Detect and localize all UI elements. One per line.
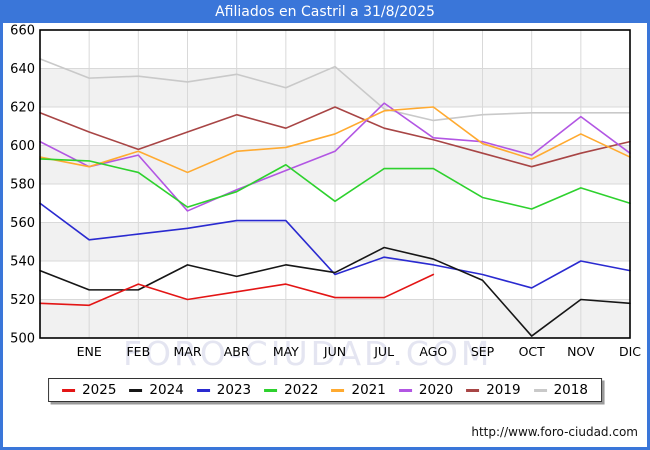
legend-label-2018: 2018 [553,382,588,398]
plot-border [39,29,631,339]
legend-swatch-2020 [398,388,412,392]
legend-swatch-2025 [62,388,76,392]
series-line-2021 [39,106,631,174]
legend-item-2020: 2020 [398,382,454,398]
legend-label-2019: 2019 [486,382,521,398]
x-axis-label: MAY [273,344,299,359]
y-axis-label: 560 [10,216,35,231]
legend-label-2024: 2024 [149,382,184,398]
x-axis-label: AGO [419,344,447,359]
legend-item-2023: 2023 [196,382,252,398]
series-line-2022 [39,158,631,210]
x-axis-label: ENE [77,344,102,359]
x-axis-label: JUL [373,344,394,359]
series-line-2025 [39,273,435,307]
watermark: FORO-CIUDAD.COM [123,334,493,373]
legend-label-2022: 2022 [284,382,319,398]
x-axis-label: ABR [224,344,250,359]
legend-label-2020: 2020 [418,382,454,398]
legend-swatch-2022 [264,388,278,392]
legend-item-2019: 2019 [466,382,521,398]
y-axis-label: 620 [10,101,35,116]
title-bar: Afiliados en Castril a 31/8/2025 [0,0,650,23]
x-axis-label: FEB [126,344,150,359]
x-axis-label: SEP [471,344,495,359]
y-axis-label: 580 [10,178,35,193]
legend-swatch-2018 [533,388,547,392]
legend-label-2021: 2021 [351,382,386,398]
x-axis-label: MAR [173,344,201,359]
y-axis-label: 540 [10,255,35,270]
series-line-2020 [39,102,631,212]
legend-swatch-2021 [331,388,345,392]
legend-item-2018: 2018 [533,382,588,398]
legend-swatch-2023 [196,388,210,392]
legend-label-2023: 2023 [216,382,252,398]
series-line-2018 [39,58,631,122]
x-axis-label: OCT [519,344,546,359]
legend-item-2024: 2024 [129,382,184,398]
y-axis-label: 640 [10,62,35,77]
x-axis-label: DIC [619,344,641,359]
x-axis-label: NOV [567,344,595,359]
x-axis-label: JUN [323,344,346,359]
chart-title: Afiliados en Castril a 31/8/2025 [215,3,435,20]
y-axis-label: 660 [10,24,35,39]
footer-url[interactable]: http://www.foro-ciudad.com [471,425,638,439]
legend-item-2021: 2021 [331,382,386,398]
y-axis-label: 520 [10,293,35,308]
legend-label-2025: 2025 [82,382,117,398]
y-axis-label: 600 [10,139,35,154]
series-line-2023 [39,202,631,289]
legend-swatch-2019 [466,388,480,392]
legend-swatch-2024 [129,388,143,392]
series-line-2019 [39,106,631,168]
legend: 2025 2024 2023 2022 2021 2020 2019 2018 [48,378,602,402]
series-line-2024 [39,246,631,337]
legend-item-2025: 2025 [62,382,116,398]
legend-item-2022: 2022 [264,382,319,398]
y-axis-label: 500 [10,332,35,347]
